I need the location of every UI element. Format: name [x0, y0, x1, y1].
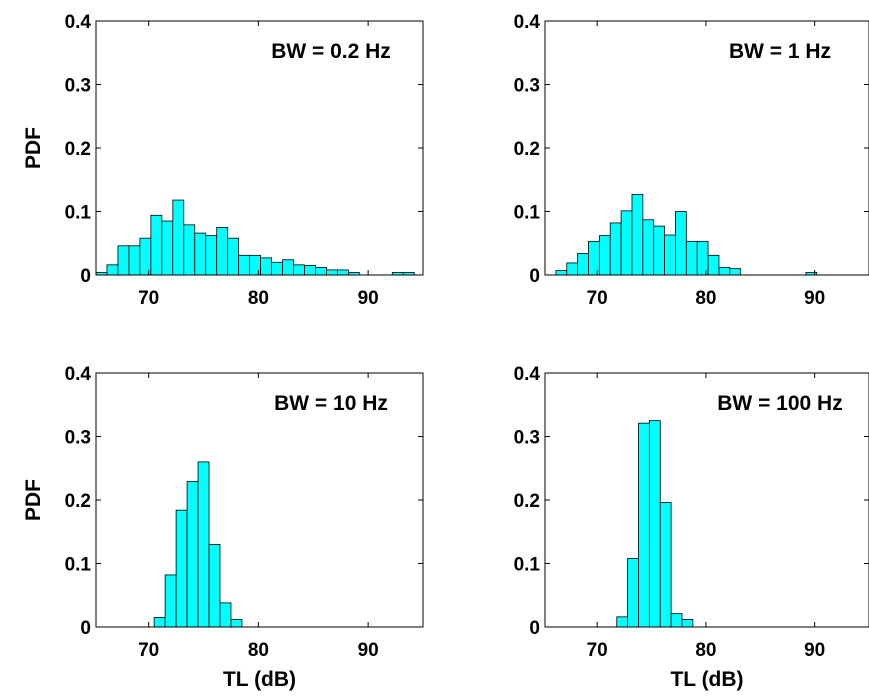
histogram-bar: [648, 420, 661, 628]
y-tick-label: 0.3: [514, 428, 540, 449]
x-tick-label: 70: [587, 288, 608, 309]
x-axis-label: TL (dB): [670, 668, 743, 691]
x-axis-label: TL (dB): [223, 668, 296, 691]
histogram-bar: [219, 602, 232, 628]
histogram-bar: [227, 237, 240, 276]
histogram-bar: [153, 617, 166, 628]
x-tick-label: 90: [358, 640, 379, 661]
histogram-bar: [642, 219, 655, 276]
y-tick-label: 0.1: [65, 555, 92, 576]
y-tick-label: 0.4: [514, 364, 541, 385]
histogram-bar: [249, 254, 261, 276]
histogram-bar: [664, 234, 676, 276]
histogram-bar: [164, 574, 177, 628]
y-tick-label: 0.2: [65, 139, 91, 160]
histogram-bar: [260, 257, 272, 276]
chart-panel-2: 70 80 90 0 0.1 0.2 0.3 0.4 BW = 1 Hz: [514, 12, 869, 309]
bandwidth-annotation: BW = 1 Hz: [729, 40, 831, 63]
histogram-bar: [128, 245, 141, 276]
histogram-bar: [150, 214, 163, 276]
histogram-bar: [627, 558, 639, 628]
histogram-bar: [555, 270, 568, 276]
y-tick-label: 0.2: [65, 491, 91, 512]
bandwidth-annotation: BW = 10 Hz: [274, 392, 388, 415]
histogram-bar: [183, 224, 196, 276]
histogram-bar: [588, 240, 600, 276]
x-tick-label: 80: [248, 288, 269, 309]
y-axis-label: PDF: [22, 479, 45, 521]
histogram-bar: [729, 268, 742, 276]
y-tick-label: 0: [529, 618, 540, 639]
histogram-bar: [194, 232, 207, 276]
y-tick-label: 0.1: [65, 203, 92, 224]
histogram-bar: [271, 261, 283, 276]
histogram-bar: [577, 253, 589, 276]
y-tick-label: 0: [80, 618, 91, 639]
histogram-bar: [161, 220, 174, 276]
histogram-bar: [616, 616, 629, 628]
histogram-bar: [216, 226, 229, 276]
x-tick-label: 90: [804, 288, 825, 309]
x-tick-label: 80: [248, 640, 269, 661]
histogram-bar: [172, 199, 185, 276]
y-tick-label: 0.4: [514, 12, 541, 33]
x-tick-label: 90: [358, 288, 379, 309]
histogram-bar: [326, 269, 338, 276]
x-tick-label: 80: [695, 288, 716, 309]
y-tick-label: 0.1: [514, 203, 541, 224]
histogram-bar: [659, 502, 672, 628]
histogram-bar: [620, 210, 633, 276]
chart-panel-4: 70 80 90 0 0.1 0.2 0.3 0.4 BW = 100 Hz TL (dB): [514, 364, 869, 691]
histogram-bar: [139, 237, 152, 276]
y-tick-label: 0.3: [65, 428, 91, 449]
x-tick-label: 70: [138, 640, 159, 661]
histogram-bar: [337, 269, 349, 276]
y-tick-label: 0: [80, 266, 91, 287]
histogram-bar: [208, 544, 221, 628]
histogram-bar: [718, 266, 731, 276]
histogram-bar: [638, 422, 650, 628]
histogram-bar: [685, 240, 698, 276]
histogram-bar: [304, 265, 316, 276]
bandwidth-annotation: BW = 100 Hz: [717, 392, 842, 415]
histogram-bar: [681, 618, 694, 628]
y-tick-label: 0.2: [514, 491, 540, 512]
chart-panel-3: 70 80 90 0 0.1 0.2 0.3 0.4 BW = 10 Hz PDF TL (dB): [22, 364, 424, 691]
x-tick-label: 70: [587, 640, 608, 661]
histogram-bar: [205, 235, 218, 276]
histogram-bar: [186, 481, 199, 628]
x-tick-label: 80: [695, 640, 716, 661]
y-tick-label: 0: [529, 266, 540, 287]
histogram-bar: [598, 235, 611, 276]
histogram-bar: [566, 262, 579, 276]
chart-panel-1: 70 80 90 0 0.1 0.2 0.3 0.4 BW = 0.2 Hz PDF: [22, 12, 424, 309]
histogram-bar: [631, 193, 644, 276]
histogram-bar: [293, 264, 305, 276]
y-tick-label: 0.2: [514, 139, 540, 160]
histogram-bar: [707, 254, 720, 276]
y-tick-label: 0.3: [65, 76, 91, 97]
histogram-bar: [670, 613, 683, 628]
y-tick-label: 0.1: [514, 555, 541, 576]
histogram-bar: [609, 222, 622, 276]
x-tick-label: 70: [138, 288, 159, 309]
histogram-bar: [315, 266, 327, 276]
histogram-bar: [117, 245, 130, 276]
histogram-bar: [238, 254, 251, 276]
histogram-bar: [675, 211, 687, 276]
x-tick-label: 90: [804, 640, 825, 661]
histogram-bar: [230, 618, 243, 628]
histogram-bar: [653, 225, 665, 276]
y-tick-label: 0.4: [65, 12, 92, 33]
histogram-bar: [197, 461, 210, 628]
histogram-bar: [696, 240, 709, 276]
bandwidth-annotation: BW = 0.2 Hz: [271, 40, 391, 63]
y-tick-label: 0.4: [65, 364, 92, 385]
histogram-bar: [282, 259, 294, 276]
y-tick-label: 0.3: [514, 76, 540, 97]
histogram-bar: [106, 264, 119, 276]
histogram-bar: [175, 509, 188, 628]
y-axis-label: PDF: [22, 127, 45, 169]
